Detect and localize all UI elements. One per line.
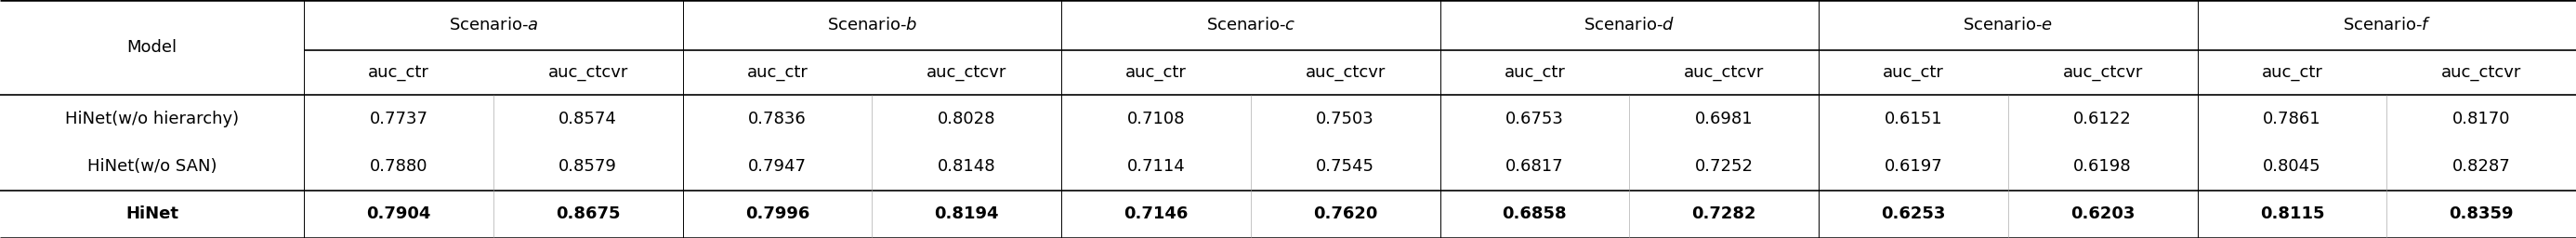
Text: 0.7947: 0.7947 [747,158,806,175]
Text: 0.7252: 0.7252 [1695,158,1754,175]
Text: 0.7503: 0.7503 [1316,111,1376,127]
Text: 0.8194: 0.8194 [935,206,999,223]
Text: auc_ctr: auc_ctr [2262,64,2324,81]
Text: 0.7996: 0.7996 [744,206,809,223]
Text: 0.7146: 0.7146 [1123,206,1188,223]
Text: 0.6151: 0.6151 [1883,111,1942,127]
Text: 0.8675: 0.8675 [556,206,621,223]
Text: auc_ctcvr: auc_ctcvr [2442,64,2522,81]
Text: auc_ctr: auc_ctr [1883,64,1945,81]
Text: Scenario-$\it{f}$: Scenario-$\it{f}$ [2342,17,2432,33]
Text: 0.6753: 0.6753 [1504,111,1564,127]
Text: 0.8028: 0.8028 [938,111,997,127]
Text: 0.7880: 0.7880 [368,158,428,175]
Text: 0.8045: 0.8045 [2262,158,2321,175]
Text: Scenario-$\it{d}$: Scenario-$\it{d}$ [1584,17,1674,33]
Text: 0.7114: 0.7114 [1126,158,1185,175]
Text: auc_ctr: auc_ctr [368,64,430,81]
Text: auc_ctcvr: auc_ctcvr [927,64,1007,81]
Text: Model: Model [126,39,178,56]
Text: 0.6198: 0.6198 [2074,158,2133,175]
Text: 0.7282: 0.7282 [1692,206,1757,223]
Text: 0.7836: 0.7836 [747,111,806,127]
Text: 0.8115: 0.8115 [2259,206,2324,223]
Text: auc_ctcvr: auc_ctcvr [1306,64,1386,81]
Text: 0.7737: 0.7737 [368,111,428,127]
Text: auc_ctr: auc_ctr [747,64,809,81]
Text: 0.7620: 0.7620 [1314,206,1378,223]
Text: 0.6981: 0.6981 [1695,111,1754,127]
Text: 0.8148: 0.8148 [938,158,997,175]
Text: auc_ctcvr: auc_ctcvr [2063,64,2143,81]
Text: auc_ctcvr: auc_ctcvr [1685,64,1765,81]
Text: 0.6253: 0.6253 [1880,206,1945,223]
Text: 0.7861: 0.7861 [2262,111,2321,127]
Text: Scenario-$\it{b}$: Scenario-$\it{b}$ [827,17,917,33]
Text: auc_ctr: auc_ctr [1126,64,1188,81]
Text: 0.7545: 0.7545 [1316,158,1376,175]
Text: 0.6203: 0.6203 [2071,206,2136,223]
Text: 0.6817: 0.6817 [1504,158,1564,175]
Text: auc_ctr: auc_ctr [1504,64,1566,81]
Text: HiNet(w/o SAN): HiNet(w/o SAN) [88,158,216,175]
Text: Scenario-$\it{e}$: Scenario-$\it{e}$ [1963,17,2053,33]
Text: 0.7108: 0.7108 [1126,111,1185,127]
Text: auc_ctcvr: auc_ctcvr [549,64,629,81]
Text: 0.8170: 0.8170 [2452,111,2512,127]
Text: 0.6122: 0.6122 [2074,111,2133,127]
Text: Scenario-$\it{c}$: Scenario-$\it{c}$ [1206,17,1296,33]
Text: 0.8359: 0.8359 [2450,206,2514,223]
Text: 0.8574: 0.8574 [559,111,618,127]
Text: HiNet(w/o hierarchy): HiNet(w/o hierarchy) [64,111,240,127]
Text: 0.6197: 0.6197 [1883,158,1942,175]
Text: 0.7904: 0.7904 [366,206,430,223]
Text: Scenario-$\it{a}$: Scenario-$\it{a}$ [448,17,538,33]
Text: HiNet: HiNet [126,206,178,223]
Text: 0.8287: 0.8287 [2452,158,2512,175]
Text: 0.6858: 0.6858 [1502,206,1566,223]
Text: 0.8579: 0.8579 [559,158,618,175]
